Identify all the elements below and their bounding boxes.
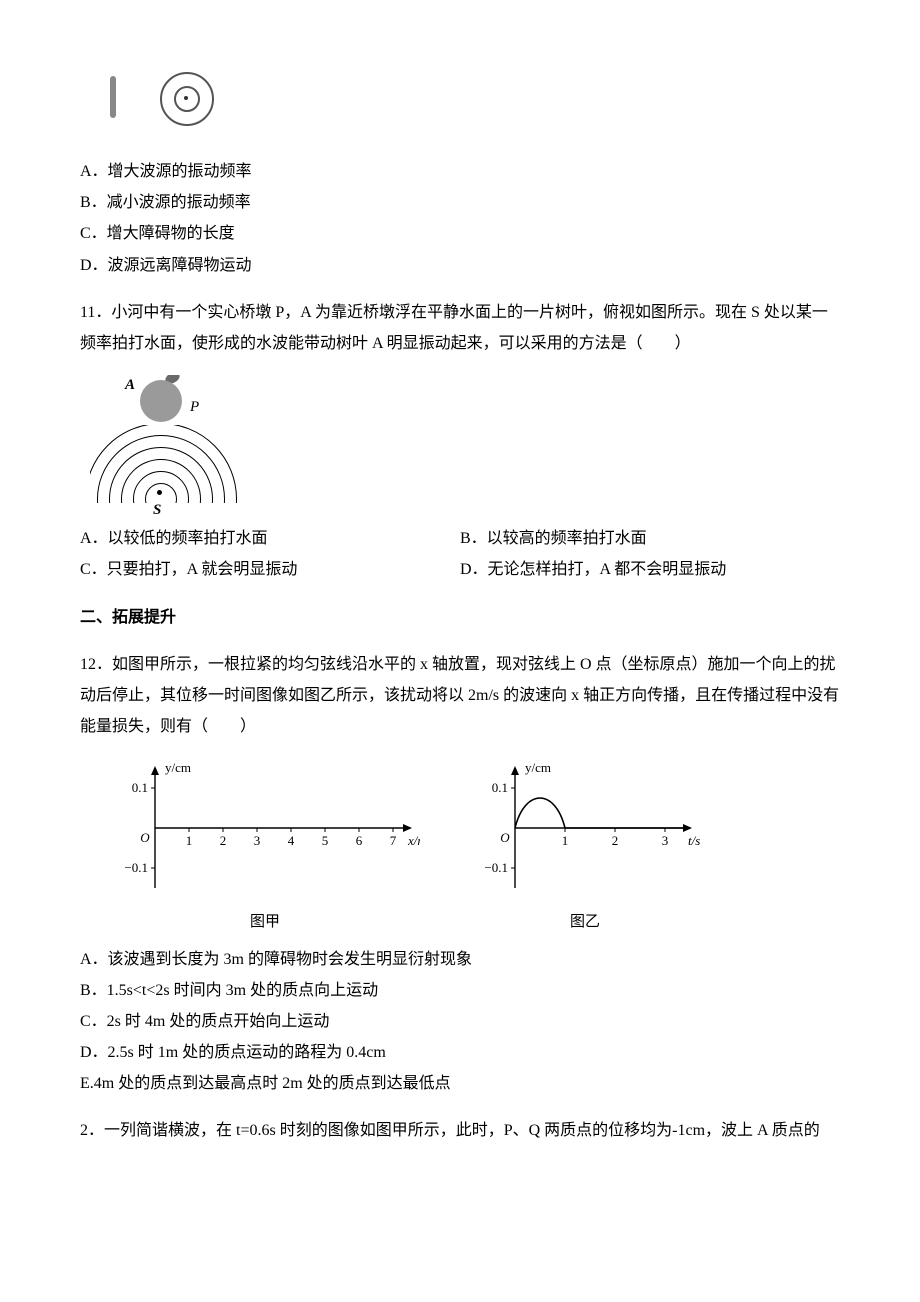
q12-stem: 12．如图甲所示，一根拉紧的均匀弦线沿水平的 x 轴放置，现对弦线上 O 点（坐…: [80, 649, 840, 743]
q10-option-d: D．波源远离障碍物运动: [80, 250, 840, 281]
chart-right-svg: 1 2 3 −0.1 0.1 Oy/cm t/s: [470, 758, 700, 908]
obstacle-bar: [110, 76, 116, 118]
svg-text:2: 2: [612, 833, 619, 848]
q10-option-a: A．增大波源的振动频率: [80, 156, 840, 187]
svg-text:3: 3: [662, 833, 669, 848]
chart-left-svg: 1 2 3 4 5 6 7 −0.1 0.1 Oy/cm x/m: [110, 758, 420, 908]
chart-left-caption: 图甲: [110, 908, 420, 937]
wave-arc-6: [90, 425, 237, 503]
q2-stem: 2．一列简谐横波，在 t=0.6s 时刻的图像如图甲所示，此时，P、Q 两质点的…: [80, 1115, 840, 1146]
q11-option-a: A．以较低的频率拍打水面: [80, 523, 460, 554]
q10-option-c: C．增大障碍物的长度: [80, 218, 840, 249]
svg-text:y/cm: y/cm: [525, 760, 551, 775]
svg-text:1: 1: [186, 833, 193, 848]
svg-text:2: 2: [220, 833, 227, 848]
q12-option-e: E.4m 处的质点到达最高点时 2m 处的质点到达最低点: [80, 1068, 840, 1099]
svg-text:3: 3: [254, 833, 261, 848]
q11-options-row1: A．以较低的频率拍打水面 B．以较高的频率拍打水面: [80, 523, 840, 554]
svg-text:6: 6: [356, 833, 363, 848]
label-P: P: [190, 393, 199, 422]
svg-text:O: O: [140, 830, 150, 845]
q10-option-b: B．减小波源的振动频率: [80, 187, 840, 218]
q12-option-a: A．该波遇到长度为 3m 的障碍物时会发生明显衍射现象: [80, 944, 840, 975]
q10-diagram: [90, 68, 240, 148]
q11-figure: A P S: [90, 375, 840, 515]
svg-text:O: O: [500, 830, 510, 845]
svg-text:−0.1: −0.1: [484, 860, 508, 875]
svg-text:0.1: 0.1: [132, 780, 148, 795]
q11-option-d: D．无论怎样拍打，A 都不会明显振动: [460, 554, 840, 585]
svg-text:4: 4: [288, 833, 295, 848]
q11-stem: 11．小河中有一个实心桥墩 P，A 为靠近桥墩浮在平静水面上的一片树叶，俯视如图…: [80, 297, 840, 359]
svg-text:5: 5: [322, 833, 329, 848]
chart-right-caption: 图乙: [470, 908, 700, 937]
pier-circle: [140, 380, 182, 422]
svg-text:−0.1: −0.1: [124, 860, 148, 875]
svg-text:0.1: 0.1: [492, 780, 508, 795]
label-S: S: [153, 496, 161, 515]
q12-figure: 1 2 3 4 5 6 7 −0.1 0.1 Oy/cm x/m 图甲 1 2 3 −0.1 0.1 Oy/c…: [110, 758, 840, 937]
section-2-heading: 二、拓展提升: [80, 602, 840, 633]
chart-right: 1 2 3 −0.1 0.1 Oy/cm t/s 图乙: [470, 758, 700, 937]
chart-left: 1 2 3 4 5 6 7 −0.1 0.1 Oy/cm x/m 图甲: [110, 758, 420, 937]
q12-option-c: C．2s 时 4m 处的质点开始向上运动: [80, 1006, 840, 1037]
svg-text:7: 7: [390, 833, 397, 848]
svg-text:t/s: t/s: [688, 833, 700, 848]
q11-option-c: C．只要拍打，A 就会明显振动: [80, 554, 460, 585]
arc-clip: [90, 425, 260, 503]
wave-source-dot: [184, 96, 188, 100]
q11-options-row2: C．只要拍打，A 就会明显振动 D．无论怎样拍打，A 都不会明显振动: [80, 554, 840, 585]
q12-option-b: B．1.5s<t<2s 时间内 3m 处的质点向上运动: [80, 975, 840, 1006]
svg-text:1: 1: [562, 833, 569, 848]
svg-text:y/cm: y/cm: [165, 760, 191, 775]
q12-option-d: D．2.5s 时 1m 处的质点运动的路程为 0.4cm: [80, 1037, 840, 1068]
q11-option-b: B．以较高的频率拍打水面: [460, 523, 840, 554]
svg-text:x/m: x/m: [407, 833, 420, 848]
label-A: A: [125, 375, 135, 400]
q10-figure: [90, 68, 840, 148]
q11-diagram: A P S: [90, 375, 260, 515]
